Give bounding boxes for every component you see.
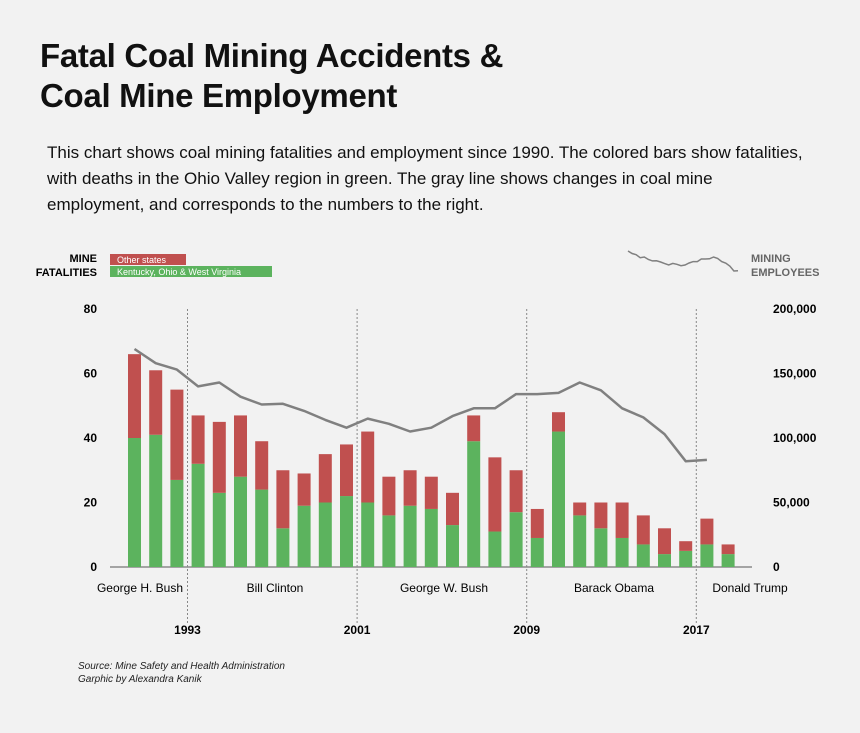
bar-ohio-valley — [361, 502, 375, 567]
bar-other-states — [424, 476, 438, 509]
bar-ohio-valley — [276, 528, 290, 567]
bar-other-states — [191, 415, 205, 464]
bar-other-states — [212, 421, 226, 493]
source-note: Source: Mine Safety and Health Administr… — [78, 660, 285, 686]
bar-other-states — [552, 412, 565, 432]
bar-other-states — [679, 541, 693, 551]
era-labels: George H. Bush Bill Clinton George W. Bush… — [97, 581, 788, 595]
y2-tick-label: 200,000 — [773, 302, 817, 316]
y-tick-label: 20 — [84, 496, 98, 510]
bar-other-states — [721, 544, 735, 555]
divider-year-label: 2017 — [683, 623, 710, 637]
bar-other-states — [255, 441, 269, 490]
bar-other-states — [297, 473, 311, 506]
legend-label-ohio-valley: Kentucky, Ohio & West Virginia — [117, 267, 241, 277]
era-label: Bill Clinton — [247, 581, 304, 595]
bar-other-states — [446, 492, 459, 526]
left-axis-label-line-1: MINE — [70, 253, 98, 265]
era-label: George H. Bush — [97, 581, 183, 595]
bar-other-states — [615, 502, 629, 538]
bar-other-states — [128, 354, 141, 438]
bar-other-states — [318, 454, 332, 503]
bar-ohio-valley — [679, 550, 693, 567]
y2-tick-label: 100,000 — [773, 431, 817, 445]
bar-ohio-valley — [255, 489, 269, 567]
legend: MINE FATALITIES Other states Kentucky, O… — [36, 250, 819, 279]
bar-other-states — [382, 476, 396, 516]
bar-other-states — [340, 444, 353, 497]
legend-swatch-ohio-valley — [110, 266, 272, 277]
chart-description: This chart shows coal mining fatalities … — [47, 143, 803, 214]
legend-swatch-other-states — [110, 254, 186, 265]
source-line: Source: Mine Safety and Health Administr… — [78, 661, 285, 672]
credit-line: Garphic by Alexandra Kanik — [78, 674, 202, 685]
bar-ohio-valley — [212, 492, 226, 567]
era-label: Donald Trump — [712, 581, 788, 595]
legend-employment-line-icon — [627, 250, 739, 272]
bar-ohio-valley — [149, 434, 163, 567]
bar-ohio-valley — [594, 528, 608, 567]
bar-ohio-valley — [488, 531, 502, 567]
bar-other-states — [361, 431, 375, 503]
bar-other-states — [530, 508, 544, 538]
y2-tick-label: 50,000 — [773, 496, 810, 510]
bar-ohio-valley — [636, 544, 650, 567]
bar-other-states — [658, 528, 671, 555]
bar-ohio-valley — [446, 525, 459, 567]
title-line-2: Coal Mine Employment — [40, 77, 398, 114]
right-axis-label-line-1: MINING — [751, 253, 791, 265]
bar-ohio-valley — [530, 537, 544, 567]
y-tick-label: 80 — [84, 302, 98, 316]
era-label: Barack Obama — [574, 581, 654, 595]
bar-ohio-valley — [297, 505, 311, 567]
bar-other-states — [594, 502, 608, 529]
divider-year-label: 2001 — [344, 623, 371, 637]
chart-title: Fatal Coal Mining Accidents & Coal Mine … — [40, 36, 640, 116]
bar-other-states — [509, 470, 523, 513]
bar-ohio-valley — [318, 502, 332, 567]
bar-other-states — [149, 370, 163, 435]
bar-ohio-valley — [403, 505, 417, 567]
bar-ohio-valley — [170, 479, 184, 567]
title-line-1: Fatal Coal Mining Accidents & — [40, 37, 504, 74]
divider-year-label: 2009 — [513, 623, 540, 637]
bar-ohio-valley — [658, 554, 671, 567]
bar-ohio-valley — [340, 496, 353, 567]
bar-ohio-valley — [234, 476, 247, 567]
bar-other-states — [170, 389, 184, 480]
bar-ohio-valley — [467, 441, 481, 567]
bar-ohio-valley — [615, 537, 629, 567]
bar-ohio-valley — [424, 508, 438, 567]
bar-other-states — [403, 470, 417, 506]
y-tick-label: 0 — [90, 560, 97, 574]
bar-ohio-valley — [191, 463, 205, 567]
bar-ohio-valley — [552, 431, 565, 567]
bar-other-states — [276, 470, 290, 529]
left-axis-label-line-2: FATALITIES — [36, 267, 97, 279]
y2-tick-label: 150,000 — [773, 367, 817, 381]
bar-other-states — [636, 515, 650, 545]
bar-other-states — [488, 457, 502, 532]
right-axis-label-line-2: EMPLOYEES — [751, 267, 819, 279]
bar-other-states — [467, 415, 481, 442]
y-tick-label: 60 — [84, 367, 98, 381]
bar-ohio-valley — [721, 554, 735, 567]
bar-other-states — [700, 518, 714, 545]
employment-line-group — [133, 347, 707, 463]
bar-other-states — [573, 502, 587, 516]
bar-ohio-valley — [700, 544, 714, 567]
divider-year-label: 1993 — [174, 623, 201, 637]
y-tick-label: 40 — [84, 431, 98, 445]
bar-other-states — [234, 415, 247, 477]
bar-ohio-valley — [382, 515, 396, 567]
employment-line — [133, 347, 707, 463]
bar-ohio-valley — [573, 515, 587, 567]
bars — [128, 354, 735, 567]
bar-ohio-valley — [509, 512, 523, 567]
era-label: George W. Bush — [400, 581, 488, 595]
y2-tick-label: 0 — [773, 560, 780, 574]
legend-label-other-states: Other states — [117, 255, 167, 265]
bar-ohio-valley — [128, 438, 141, 567]
